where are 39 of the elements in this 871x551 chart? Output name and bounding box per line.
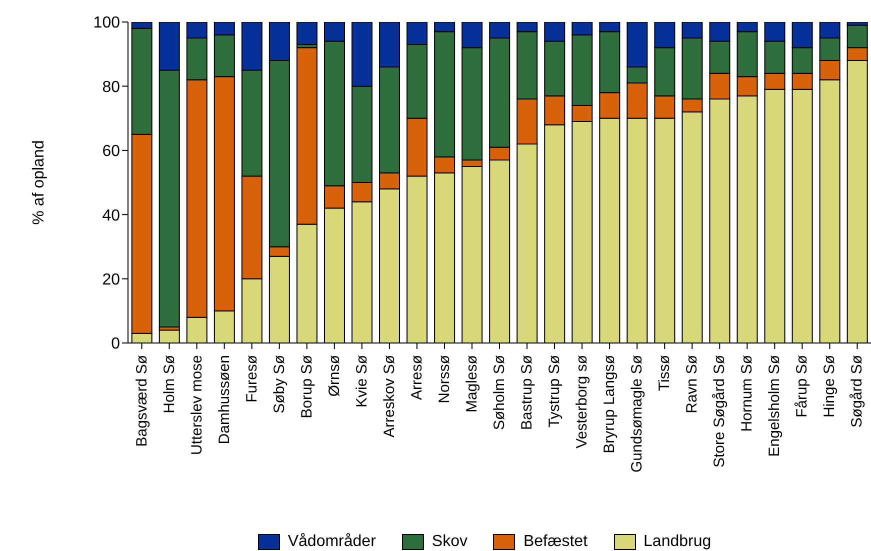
x-tick-label: Søholm Sø [491, 355, 508, 430]
bar [296, 22, 318, 45]
x-tick-label: Utterslev mose [188, 355, 206, 456]
y-tick-label: 40 [102, 207, 120, 224]
y-tick-label: 60 [102, 143, 120, 160]
x-tick-label: Arresø [408, 355, 426, 400]
x-tick-label: Hornum Sø [738, 355, 756, 432]
x-tick-label: Arreskov Sø [380, 355, 398, 438]
x-tick-label: Hinge Sø [821, 355, 838, 418]
x-tick-label: Norssø [436, 355, 453, 404]
x-tick-label: Søby Sø [270, 355, 288, 414]
x-tick-label: Bryrup Langsø [601, 355, 618, 454]
x-tick-label: Engelsholm Sø [766, 355, 784, 457]
x-tick-label: Gundsømagle Sø [628, 355, 646, 473]
x-tick-label: Vesterborg sø [574, 355, 591, 448]
x-tick-label: Maglesø [463, 355, 480, 413]
x-tick-label: Damhussøen [216, 355, 233, 444]
x-tick-label: Fårup Sø [794, 355, 811, 418]
x-tick-label: Holm Sø [160, 355, 178, 414]
legend-label: Landbrug [642, 533, 712, 551]
legend-label: Skov [430, 533, 468, 551]
x-tick-label: Ravn Sø [684, 355, 701, 414]
x-tick-label: Bagsværd Sø [133, 355, 150, 447]
x-tick-label: Tissø [656, 355, 674, 392]
x-tick-label: Store Søgård Sø [711, 355, 728, 468]
y-tick-label: 100 [93, 14, 120, 32]
x-tick-label: Furesø [243, 355, 260, 403]
x-tick-label: Ørnsø [326, 355, 343, 397]
x-tick-label: Søgård Sø [848, 355, 866, 428]
y-tick-label: 80 [102, 78, 120, 96]
y-axis-title: % af opland [30, 140, 48, 225]
legend-label: Vådområder [286, 533, 376, 551]
x-tick-label: Borup Sø [298, 355, 316, 418]
x-tick-label: Kvie Sø [353, 355, 370, 408]
x-tick-label: Bastrup Sø [518, 355, 536, 430]
y-tick-label: 20 [102, 271, 120, 288]
y-tick-label: 0 [111, 336, 120, 353]
legend-label: Befæstet [522, 533, 588, 551]
x-tick-label: Tystrup Sø [546, 355, 564, 428]
